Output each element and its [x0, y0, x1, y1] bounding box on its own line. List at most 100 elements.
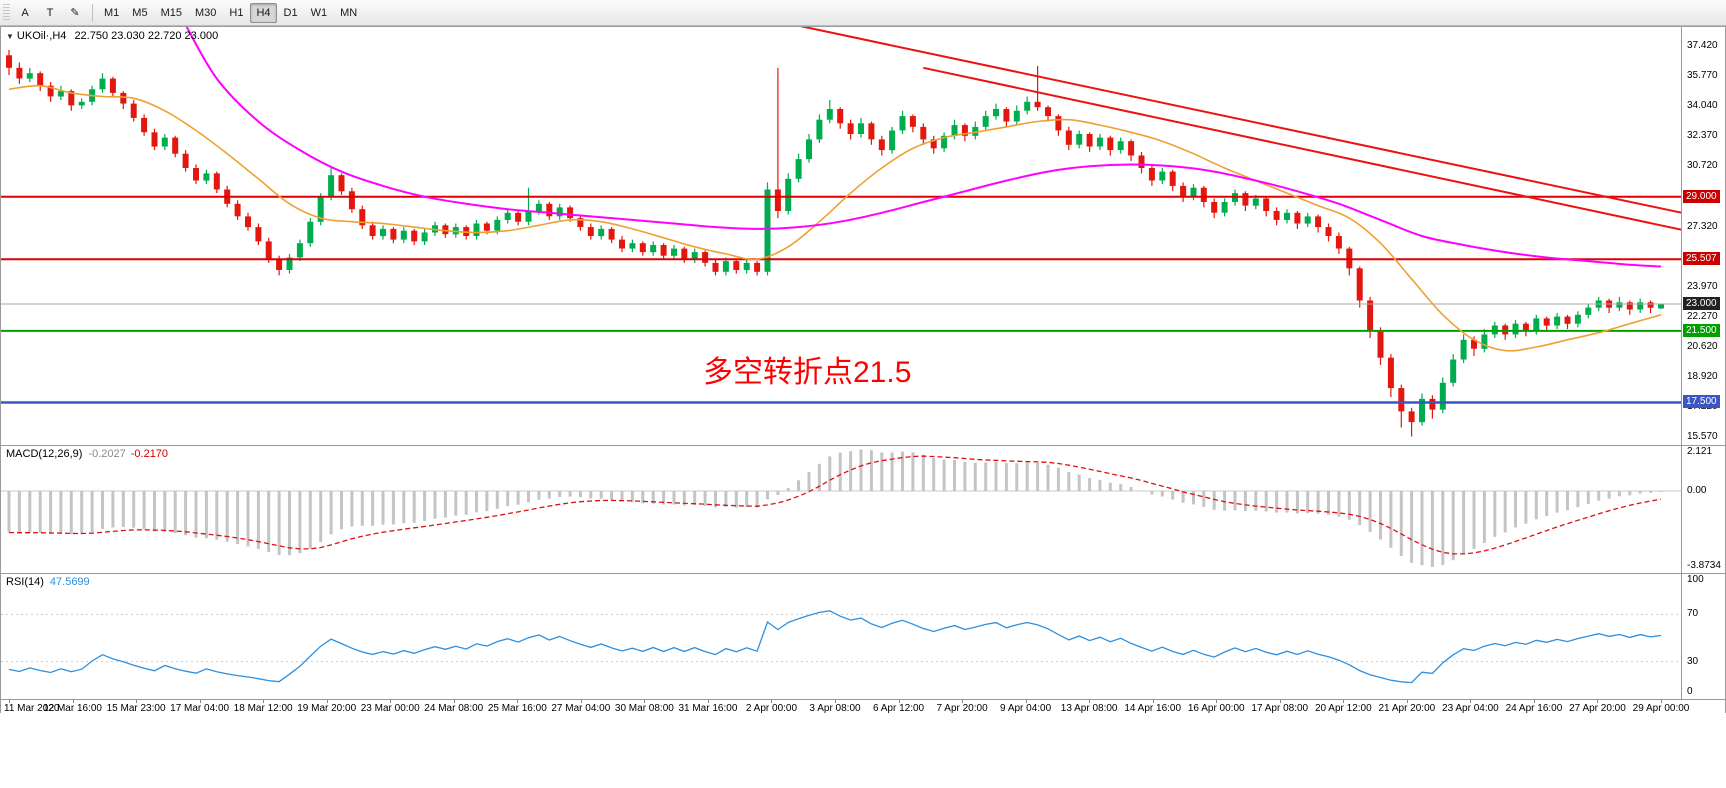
price-level-badge: 17.500	[1683, 395, 1720, 409]
time-tick	[835, 700, 836, 703]
time-label: 6 Apr 12:00	[872, 703, 925, 714]
price-level-badge: 23.000	[1683, 297, 1720, 311]
macd-label: MACD(12,26,9) -0.2027 -0.2170	[6, 448, 168, 460]
text-tool-button[interactable]: T	[46, 6, 54, 19]
time-label: 27 Apr 20:00	[1569, 703, 1626, 714]
price-level-badge: 21.500	[1683, 323, 1720, 337]
time-label: 9 Apr 04:00	[1000, 703, 1052, 714]
timeframe-h1-button[interactable]: H1	[229, 6, 244, 19]
macd-pane[interactable]: MACD(12,26,9) -0.2027 -0.2170 2.121 0.00 -3.…	[1, 446, 1725, 573]
time-label: 20 Apr 12:00	[1314, 703, 1372, 714]
rsi-tick: 100	[1687, 574, 1704, 585]
macd-signal-value: -0.2170	[130, 448, 169, 460]
time-tick	[1216, 700, 1218, 703]
time-label: 17 Apr 08:00	[1251, 703, 1309, 714]
price-tick: 37.420	[1687, 40, 1718, 51]
timeframe-mn-button[interactable]: MN	[340, 6, 358, 19]
time-tick	[263, 700, 265, 703]
tool-button-group: A T ✎	[13, 3, 87, 23]
price-tick: 15.570	[1687, 431, 1718, 442]
time-axis[interactable]: 11 Mar 2020 12 Mar 16:00 15 Mar 23:00 17 Ma…	[1, 700, 1725, 714]
time-label: 14 Apr 16:00	[1124, 703, 1182, 714]
macd-axis[interactable]: 2.121 0.00 -3.8734	[1682, 446, 1725, 573]
time-label: 29 Apr 00:00	[1632, 703, 1690, 714]
timeframe-m5-button[interactable]: M5	[132, 6, 148, 19]
toolbar-drag-handle[interactable]	[3, 3, 10, 22]
price-tick: 22.270	[1687, 311, 1718, 323]
time-tick	[898, 700, 900, 703]
macd-main-value: -0.2027	[88, 448, 126, 460]
arrow-tool-button[interactable]: A	[21, 6, 29, 19]
toolbar-separator	[92, 3, 93, 22]
macd-tick: 2.121	[1687, 446, 1713, 457]
rsi-chart[interactable]	[1, 574, 1681, 699]
rsi-value: 47.5699	[49, 576, 90, 588]
rsi-label: RSI(14) 47.5699	[6, 576, 90, 588]
time-tick	[517, 700, 519, 703]
time-tick	[1279, 700, 1281, 703]
price-axis[interactable]: 37.420 35.770 34.040 32.370 30.720 27.320 23.9…	[1682, 27, 1725, 445]
time-label: 23 Mar 00:00	[360, 703, 420, 714]
time-tick	[390, 700, 392, 703]
chart-annotation-text: 多空转折点21.5	[703, 356, 912, 389]
time-label: 12 Mar 16:00	[43, 703, 102, 714]
timeframe-m15-button[interactable]: M15	[160, 6, 182, 19]
rsi-tick: 70	[1687, 608, 1699, 620]
draw-tool-button[interactable]: ✎	[70, 7, 80, 19]
rsi-tick: 30	[1687, 655, 1699, 667]
time-tick	[72, 700, 74, 703]
time-label: 25 Mar 16:00	[487, 703, 547, 714]
time-tick	[9, 700, 10, 703]
time-tick	[453, 700, 455, 703]
timeframe-h4-button[interactable]: H4	[250, 2, 277, 23]
time-tick	[1089, 700, 1091, 703]
time-tick	[1661, 700, 1662, 703]
price-tick: 34.040	[1687, 100, 1718, 112]
time-tick	[1152, 700, 1154, 703]
timeframe-d1-button[interactable]: D1	[283, 6, 298, 19]
price-level-badge: 25.507	[1683, 252, 1720, 266]
time-label: 11 Mar 2020	[4, 703, 60, 714]
timeframe-m30-button[interactable]: M30	[194, 6, 217, 19]
time-tick	[1025, 700, 1027, 703]
candlestick-chart[interactable]	[1, 27, 1681, 445]
time-tick	[644, 700, 646, 703]
time-label: 15 Mar 23:00	[106, 703, 166, 714]
time-tick	[707, 700, 709, 703]
time-label: 16 Apr 00:00	[1187, 703, 1245, 714]
price-tick: 30.720	[1687, 159, 1718, 171]
rsi-tick: 0	[1687, 686, 1693, 697]
time-label: 24 Apr 16:00	[1505, 703, 1563, 714]
time-label: 13 Apr 08:00	[1060, 703, 1118, 714]
pane-separator[interactable]	[1, 573, 1725, 574]
macd-tick: -3.8734	[1687, 560, 1721, 571]
price-tick: 23.970	[1687, 280, 1718, 292]
time-label: 23 Apr 04:00	[1442, 703, 1499, 714]
price-tick: 20.620	[1687, 340, 1718, 352]
macd-chart[interactable]	[1, 446, 1681, 573]
price-tick: 18.920	[1687, 371, 1718, 383]
rsi-pane[interactable]: RSI(14) 47.5699 100 70 30 0	[1, 574, 1725, 699]
time-tick	[1406, 700, 1408, 703]
time-label: 27 Mar 04:00	[551, 703, 611, 714]
timeframe-w1-button[interactable]: W1	[310, 6, 328, 19]
main-chart-pane[interactable]: ▼ UKOil·,H4 22.750 23.030 22.720 23.000 多空…	[1, 27, 1725, 445]
price-tick: 27.320	[1687, 220, 1718, 232]
time-label: 19 Mar 20:00	[297, 703, 357, 714]
pane-separator[interactable]	[1, 445, 1725, 446]
macd-name: MACD(12,26,9)	[6, 448, 83, 460]
rsi-name: RSI(14)	[6, 576, 44, 588]
timeframe-m1-button[interactable]: M1	[104, 6, 120, 19]
time-tick	[326, 700, 328, 703]
rsi-axis[interactable]: 100 70 30 0	[1682, 574, 1725, 699]
time-tick	[1470, 700, 1472, 703]
time-tick	[199, 700, 201, 703]
time-tick	[136, 700, 138, 703]
chart-window: ▼ UKOil·,H4 22.750 23.030 22.720 23.000 多空…	[0, 26, 1726, 714]
time-label: 31 Mar 16:00	[678, 703, 738, 714]
time-tick	[962, 700, 964, 703]
time-tick	[771, 700, 773, 703]
price-level-badge: 29.000	[1683, 189, 1720, 203]
time-label: 17 Mar 04:00	[170, 703, 230, 714]
time-label: 21 Apr 20:00	[1378, 703, 1436, 714]
